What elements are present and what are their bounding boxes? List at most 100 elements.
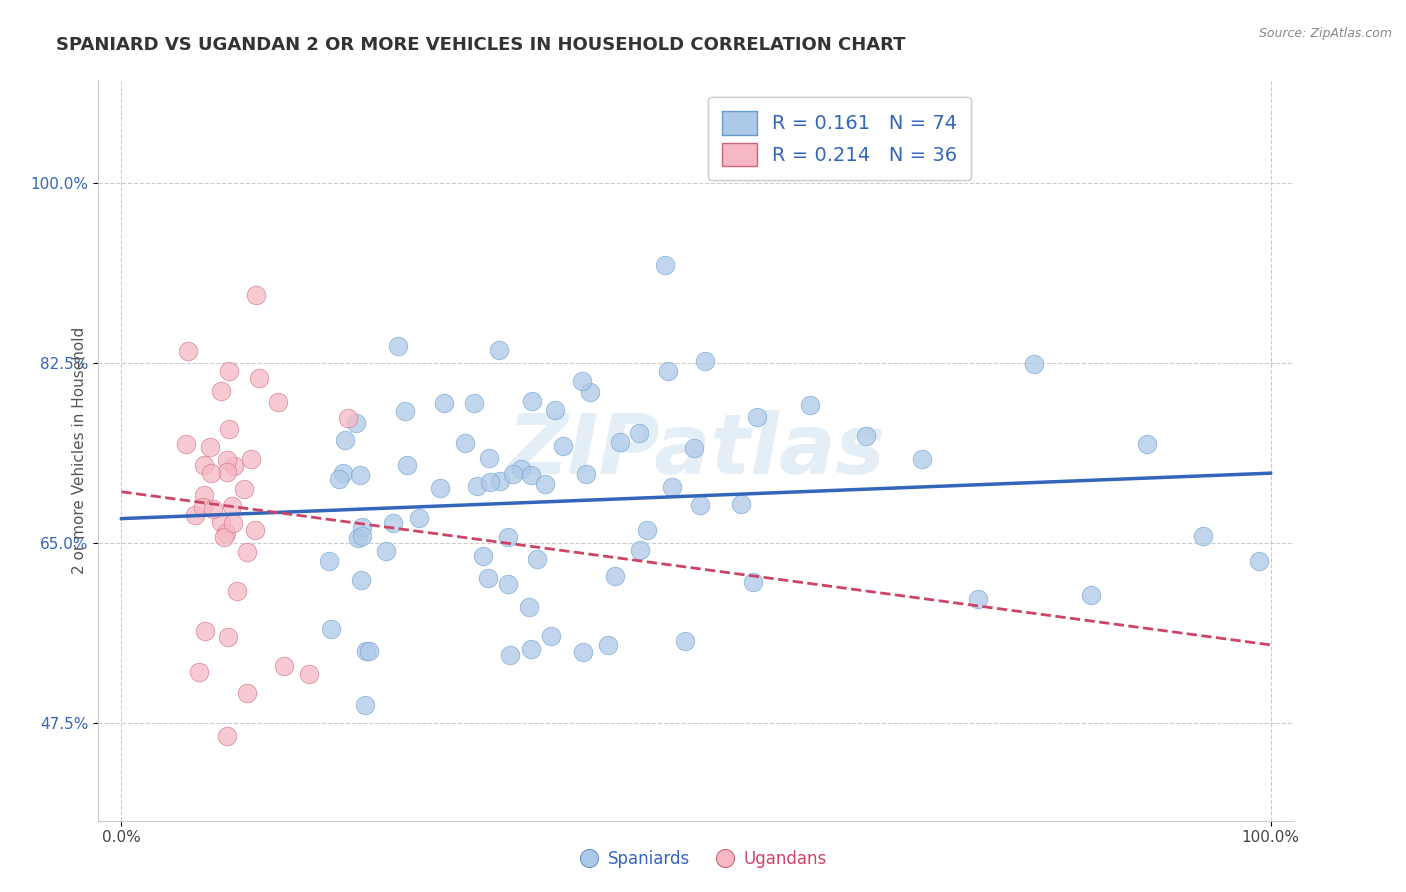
Point [394, 404, 416, 418]
Point [176, 344, 198, 359]
Point [193, 458, 215, 472]
Point [346, 531, 368, 545]
Point [498, 576, 520, 591]
Point [233, 482, 256, 496]
Point [357, 643, 380, 657]
Point [215, 729, 238, 743]
Point [472, 549, 495, 564]
Point [184, 508, 207, 522]
Point [745, 410, 768, 425]
Point [1136, 437, 1159, 451]
Point [209, 516, 232, 530]
Point [855, 429, 877, 443]
Point [654, 258, 676, 272]
Point [477, 571, 499, 585]
Point [1024, 357, 1046, 371]
Point [396, 458, 419, 472]
Point [318, 554, 340, 568]
Point [673, 634, 696, 648]
Point [661, 480, 683, 494]
Point [352, 529, 374, 543]
Point [517, 600, 540, 615]
Point [657, 364, 679, 378]
Point [333, 434, 356, 448]
Point [344, 416, 367, 430]
Point [382, 516, 405, 530]
Point [967, 591, 990, 606]
Point [533, 476, 555, 491]
Legend: Spaniards, Ugandans: Spaniards, Ugandans [572, 844, 834, 875]
Point [551, 439, 574, 453]
Point [540, 628, 562, 642]
Point [354, 643, 377, 657]
Point [433, 396, 456, 410]
Point [408, 510, 430, 524]
Legend: R = 0.161   N = 74, R = 0.214   N = 36: R = 0.161 N = 74, R = 0.214 N = 36 [709, 97, 970, 180]
Point [429, 481, 451, 495]
Point [387, 339, 409, 353]
Point [689, 499, 711, 513]
Point [575, 467, 598, 482]
Point [236, 686, 259, 700]
Point [209, 384, 232, 399]
Point [526, 552, 548, 566]
Point [337, 411, 360, 425]
Point [499, 648, 522, 662]
Point [520, 393, 543, 408]
Point [267, 394, 290, 409]
Point [478, 451, 501, 466]
Point [240, 452, 263, 467]
Text: SPANIARD VS UGANDAN 2 OR MORE VEHICLES IN HOUSEHOLD CORRELATION CHART: SPANIARD VS UGANDAN 2 OR MORE VEHICLES I… [56, 36, 905, 54]
Point [217, 466, 239, 480]
Text: ZIPatlas: ZIPatlas [508, 410, 884, 491]
Point [224, 458, 246, 473]
Point [188, 665, 211, 680]
Point [212, 530, 235, 544]
Point [510, 462, 533, 476]
Point [730, 497, 752, 511]
Point [352, 520, 374, 534]
Point [488, 343, 510, 358]
Point [742, 574, 765, 589]
Point [202, 501, 225, 516]
Point [636, 523, 658, 537]
Point [1080, 589, 1102, 603]
Point [247, 371, 270, 385]
Point [328, 472, 350, 486]
Point [236, 545, 259, 559]
Point [350, 573, 373, 587]
Point [496, 530, 519, 544]
Point [191, 500, 214, 515]
Point [465, 479, 488, 493]
Point [603, 568, 626, 582]
Point [221, 516, 243, 530]
Point [200, 466, 222, 480]
Point [544, 403, 567, 417]
Text: Source: ZipAtlas.com: Source: ZipAtlas.com [1258, 27, 1392, 40]
Point [298, 667, 321, 681]
Point [628, 542, 651, 557]
Point [245, 288, 267, 302]
Point [221, 499, 243, 513]
Point [174, 437, 197, 451]
Point [374, 544, 396, 558]
Point [218, 364, 240, 378]
Point [609, 434, 631, 449]
Point [489, 474, 512, 488]
Point [571, 374, 593, 388]
Point [519, 642, 541, 657]
Point [695, 353, 717, 368]
Point [349, 467, 371, 482]
Point [243, 523, 266, 537]
Point [479, 475, 502, 489]
Point [572, 645, 595, 659]
Point [214, 526, 236, 541]
Point [226, 584, 249, 599]
Point [200, 440, 222, 454]
Y-axis label: 2 or more Vehicles in Household: 2 or more Vehicles in Household [72, 326, 87, 574]
Point [454, 436, 477, 450]
Point [627, 426, 650, 441]
Point [218, 421, 240, 435]
Point [332, 467, 354, 481]
Point [194, 624, 217, 638]
